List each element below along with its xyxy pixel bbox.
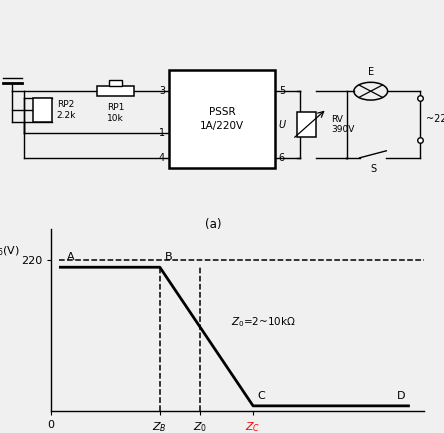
Text: $U_{56}$(V): $U_{56}$(V) [0, 245, 20, 258]
Text: C: C [258, 391, 266, 401]
Text: (a): (a) [205, 218, 222, 231]
Text: S: S [370, 164, 376, 174]
Text: PSSR
1A/220V: PSSR 1A/220V [200, 107, 244, 131]
Text: U: U [279, 120, 286, 129]
Bar [97, 86, 134, 96]
Bar [169, 70, 275, 168]
Text: ~220V: ~220V [426, 114, 444, 124]
Text: 3: 3 [159, 86, 165, 96]
Text: $Z_0$=2~10k$\Omega$: $Z_0$=2~10k$\Omega$ [231, 315, 296, 329]
Text: 4: 4 [159, 153, 165, 163]
Text: RP2
2.2k: RP2 2.2k [57, 100, 76, 120]
Text: 6: 6 [279, 153, 285, 163]
Bar [109, 80, 122, 86]
Text: D: D [397, 391, 405, 401]
Bar [33, 98, 52, 122]
Text: A: A [67, 252, 74, 262]
Text: 5: 5 [279, 86, 285, 96]
Text: RP1
10k: RP1 10k [107, 103, 124, 123]
Text: RV
390V: RV 390V [331, 115, 355, 134]
Text: E: E [368, 67, 374, 77]
Text: 1: 1 [159, 128, 165, 138]
Bar [297, 112, 316, 137]
Text: B: B [164, 252, 172, 262]
